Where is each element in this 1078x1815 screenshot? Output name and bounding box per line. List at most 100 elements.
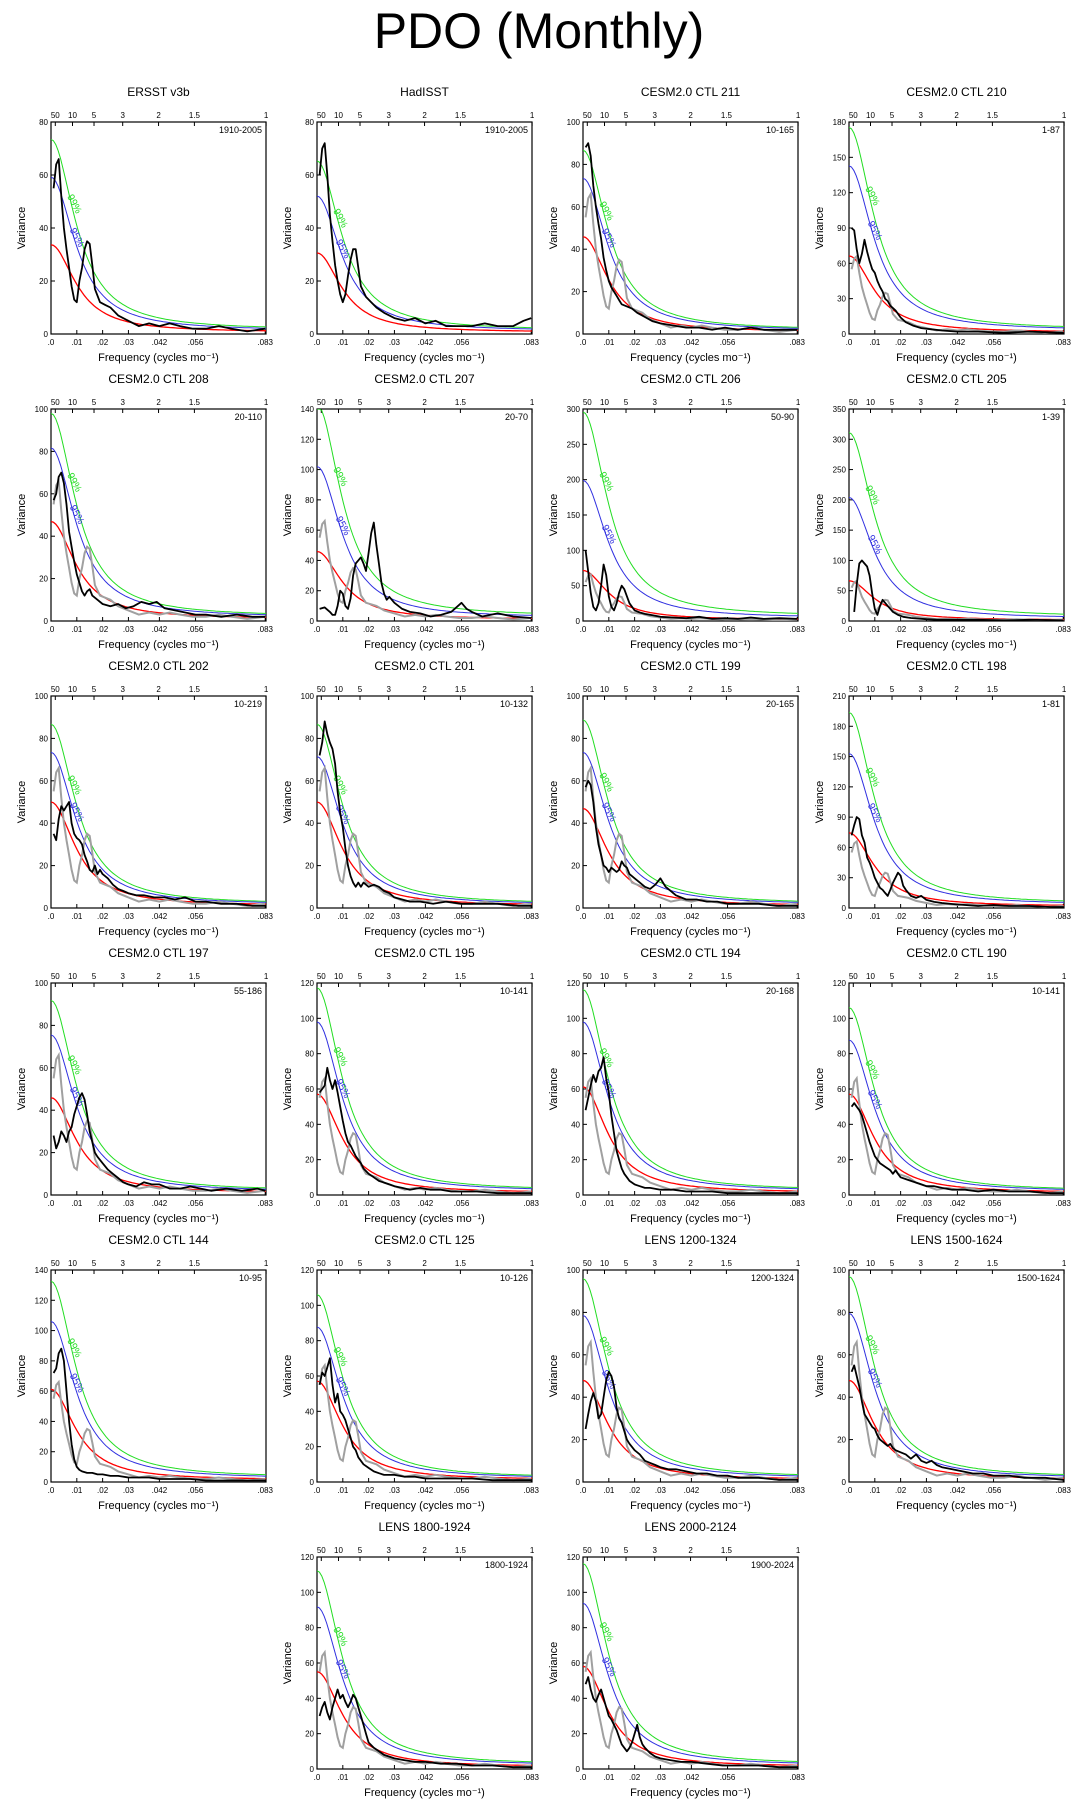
x-tick-label: .056 [986, 1199, 1002, 1208]
x-tick-label: .056 [188, 1199, 204, 1208]
x-axis-label: Frequency (cycles mo⁻¹) [630, 1787, 751, 1799]
y-tick-label: 250 [833, 466, 847, 475]
top-tick-label: 2 [156, 111, 161, 120]
y-tick-label: 60 [837, 1085, 846, 1094]
y-axis-label: Variance [16, 207, 28, 250]
confidence-95-curve [849, 165, 1064, 329]
confidence-99-curve [317, 409, 532, 614]
confidence-95-curve [583, 479, 798, 617]
plot-frame [50, 695, 267, 909]
x-tick-label: .0 [314, 1199, 321, 1208]
top-tick-label: 2 [422, 685, 427, 694]
top-tick-label: 1 [796, 685, 801, 694]
y-tick-label: 20 [305, 587, 314, 596]
y-axis-label: Variance [282, 207, 294, 250]
top-tick-label: 50 [583, 1259, 592, 1268]
top-tick-label: 5 [358, 111, 363, 120]
plot-frame [50, 121, 267, 335]
x-tick-label: .02 [363, 338, 375, 347]
x-tick-label: .0 [846, 1486, 853, 1495]
period-label: 1-87 [1042, 125, 1060, 135]
top-tick-label: 1 [264, 972, 269, 981]
red-noise-curve [849, 1379, 1064, 1479]
x-tick-label: .042 [950, 1199, 966, 1208]
y-tick-label: 0 [310, 1478, 315, 1487]
observed-reference-spectrum [584, 1649, 798, 1769]
top-tick-label: 3 [918, 398, 923, 407]
x-tick-label: .02 [97, 912, 109, 921]
observed-reference-spectrum [584, 1338, 798, 1481]
x-tick-label: .01 [603, 1486, 615, 1495]
top-tick-label: 1 [1062, 1259, 1067, 1268]
top-tick-label: 5 [890, 1259, 895, 1268]
x-tick-label: .042 [152, 1486, 168, 1495]
x-tick-label: .03 [921, 912, 933, 921]
x-tick-label: .02 [629, 625, 641, 634]
confidence-95-curve [317, 466, 532, 616]
top-tick-label: 2 [954, 685, 959, 694]
panel-title: CESM2.0 CTL 208 [108, 372, 209, 386]
y-tick-label: 40 [305, 1694, 314, 1703]
spectrum-panel: CESM2.0 CTL 211 10-165 .0 .01 .02 .03 .042 .056… [548, 85, 806, 364]
x-tick-label: .01 [869, 625, 881, 634]
top-tick-label: 10 [600, 111, 609, 120]
figure-title: PDO (Monthly) [373, 3, 705, 59]
observed-reference-spectrum [52, 764, 266, 907]
y-axis-label: Variance [814, 207, 826, 250]
spectrum-panel: CESM2.0 CTL 195 10-141 .0 .01 .02 .03 .042 .056… [282, 946, 540, 1225]
x-tick-label: .056 [720, 912, 736, 921]
top-tick-label: 1 [530, 1259, 535, 1268]
panel-title: LENS 1200-1324 [644, 1233, 736, 1247]
y-tick-label: 80 [39, 1021, 48, 1030]
x-tick-label: .056 [720, 1199, 736, 1208]
confidence-99-curve [51, 412, 266, 614]
panel-title: HadISST [400, 85, 449, 99]
spectrum-panel: CESM2.0 CTL 125 10-126 .0 .01 .02 .03 .042 .056… [282, 1233, 540, 1512]
y-tick-label: 40 [571, 245, 580, 254]
x-tick-label: .01 [869, 1199, 881, 1208]
y-tick-label: 60 [571, 777, 580, 786]
label-99-percent: 99% [862, 766, 881, 789]
plot-frame [582, 408, 799, 622]
top-tick-label: 10 [866, 398, 875, 407]
plot-frame [848, 408, 1065, 622]
x-axis-label: Frequency (cycles mo⁻¹) [630, 1500, 751, 1512]
top-tick-label: 1 [796, 972, 801, 981]
x-tick-label: .01 [337, 1486, 349, 1495]
y-tick-label: 60 [305, 1085, 314, 1094]
top-tick-label: 10 [334, 685, 343, 694]
red-noise-curve [849, 580, 1064, 621]
x-tick-label: .042 [684, 1773, 700, 1782]
period-label: 20-165 [766, 699, 794, 709]
top-tick-label: 1 [530, 398, 535, 407]
y-tick-label: 60 [305, 1372, 314, 1381]
y-tick-label: 120 [567, 1553, 581, 1562]
x-tick-label: .03 [921, 1486, 933, 1495]
top-tick-label: 1.5 [455, 972, 467, 981]
spectrum-panel: CESM2.0 CTL 205 1-39 .0 .01 .02 .03 .042 .056 .0… [814, 372, 1072, 651]
y-tick-label: 120 [567, 979, 581, 988]
x-tick-label: .056 [188, 338, 204, 347]
spectrum-panel: ERSST v3b 1910-2005 .0 .01 .02 .03 .042 .056 .08… [16, 85, 274, 364]
x-tick-label: .02 [895, 1486, 907, 1495]
top-tick-label: 1.5 [721, 111, 733, 120]
period-label: 10-165 [766, 125, 794, 135]
y-tick-label: 80 [571, 160, 580, 169]
x-tick-label: .0 [48, 912, 55, 921]
y-axis-label: Variance [282, 781, 294, 824]
top-tick-label: 3 [386, 111, 391, 120]
y-tick-label: 80 [39, 447, 48, 456]
x-tick-label: .042 [684, 1486, 700, 1495]
y-tick-label: 40 [305, 224, 314, 233]
y-tick-label: 80 [837, 1308, 846, 1317]
x-tick-label: .042 [152, 625, 168, 634]
x-tick-label: .056 [720, 338, 736, 347]
observed-reference-spectrum [850, 839, 1064, 908]
x-tick-label: .042 [684, 625, 700, 634]
x-tick-label: .083 [523, 1773, 539, 1782]
top-tick-label: 50 [849, 685, 858, 694]
top-tick-label: 1.5 [721, 398, 733, 407]
x-tick-label: .01 [337, 625, 349, 634]
x-tick-label: .0 [846, 912, 853, 921]
confidence-95-curve [51, 751, 266, 903]
